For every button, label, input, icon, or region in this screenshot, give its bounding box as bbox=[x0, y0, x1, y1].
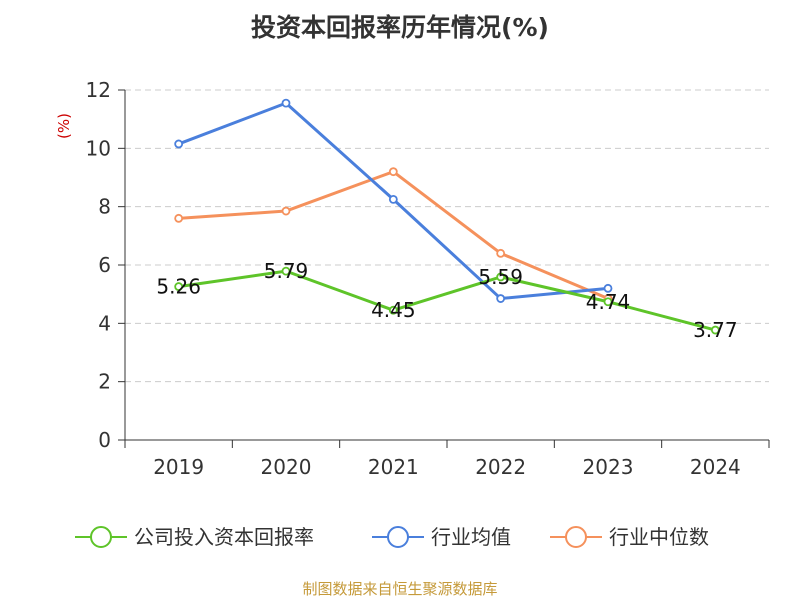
data-label: 5.26 bbox=[156, 275, 201, 299]
data-label: 3.77 bbox=[693, 318, 738, 342]
x-tick-label: 2019 bbox=[153, 455, 204, 479]
data-point bbox=[710, 325, 720, 335]
data-point bbox=[281, 266, 291, 276]
data-label: 5.59 bbox=[478, 265, 523, 289]
series-line-2 bbox=[178, 170, 609, 300]
data-point bbox=[281, 98, 291, 108]
data-point bbox=[388, 167, 398, 177]
y-tick-label: 4 bbox=[98, 311, 111, 335]
x-tick-label: 2023 bbox=[583, 455, 634, 479]
y-tick-label: 8 bbox=[98, 195, 111, 219]
y-tick-label: 2 bbox=[98, 370, 111, 394]
legend-marker bbox=[387, 526, 409, 548]
y-tick-label: 12 bbox=[86, 78, 111, 102]
legend-marker bbox=[565, 526, 587, 548]
x-tick-label: 2021 bbox=[368, 455, 419, 479]
y-tick-label: 0 bbox=[98, 428, 111, 452]
x-tick-label: 2022 bbox=[475, 455, 526, 479]
data-point bbox=[496, 248, 506, 258]
data-point bbox=[496, 272, 506, 282]
data-label: 4.74 bbox=[586, 290, 631, 314]
x-tick-label: 2020 bbox=[261, 455, 312, 479]
data-point bbox=[496, 294, 506, 303]
y-axis-label: (%) bbox=[55, 113, 73, 139]
y-tick-label: 6 bbox=[98, 253, 111, 277]
data-point bbox=[603, 283, 613, 293]
legend-label: 行业均值 bbox=[431, 525, 511, 549]
legend-label: 行业中位数 bbox=[609, 525, 709, 549]
x-tick-label: 2024 bbox=[690, 455, 741, 479]
data-point bbox=[174, 139, 184, 149]
legend-label: 公司投入资本回报率 bbox=[134, 525, 314, 549]
data-point bbox=[603, 297, 613, 307]
legend-marker bbox=[90, 526, 112, 548]
data-point bbox=[388, 194, 398, 204]
series-line-0 bbox=[178, 269, 716, 332]
legend-item: 公司投入资本回报率 bbox=[75, 525, 314, 549]
data-point bbox=[174, 282, 184, 291]
chart-title: 投资本回报率历年情况(%) bbox=[251, 13, 549, 42]
data-point bbox=[388, 305, 398, 315]
data-source-note: 制图数据来自恒生聚源数据库 bbox=[302, 580, 498, 598]
data-label: 5.79 bbox=[264, 259, 309, 283]
data-point bbox=[174, 213, 184, 223]
legend-item: 行业中位数 bbox=[550, 525, 709, 549]
data-label: 4.45 bbox=[371, 298, 416, 322]
data-point bbox=[281, 206, 291, 216]
legend-item: 行业均值 bbox=[372, 525, 511, 549]
y-tick-label: 10 bbox=[86, 136, 111, 160]
